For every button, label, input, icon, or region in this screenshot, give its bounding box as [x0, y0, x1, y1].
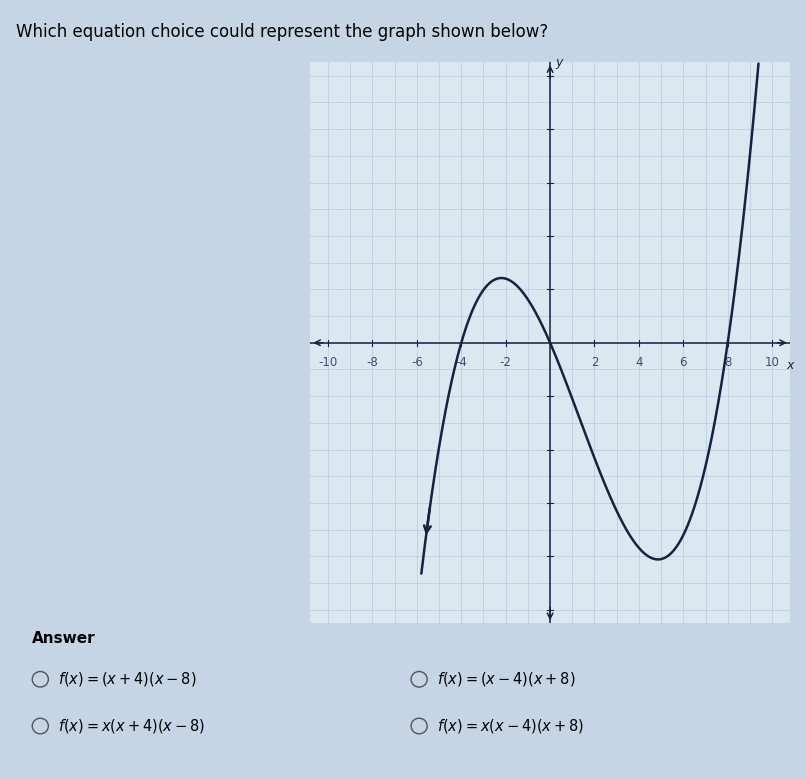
Text: x: x — [786, 359, 794, 372]
Text: $f(x) = (x - 4)(x + 8)$: $f(x) = (x - 4)(x + 8)$ — [437, 670, 575, 689]
Text: Answer: Answer — [32, 631, 96, 646]
Text: Which equation choice could represent the graph shown below?: Which equation choice could represent th… — [16, 23, 548, 41]
Text: 10: 10 — [765, 356, 779, 369]
Text: -6: -6 — [411, 356, 423, 369]
Text: -8: -8 — [367, 356, 378, 369]
Text: 2: 2 — [591, 356, 598, 369]
Text: $f(x) = x(x - 4)(x + 8)$: $f(x) = x(x - 4)(x + 8)$ — [437, 717, 584, 735]
Text: 6: 6 — [679, 356, 687, 369]
Text: 4: 4 — [635, 356, 642, 369]
Text: -4: -4 — [455, 356, 467, 369]
Text: -2: -2 — [500, 356, 512, 369]
Text: -10: -10 — [318, 356, 338, 369]
Text: 8: 8 — [724, 356, 731, 369]
Text: $f(x) = x(x + 4)(x - 8)$: $f(x) = x(x + 4)(x - 8)$ — [58, 717, 206, 735]
Text: y: y — [555, 56, 563, 69]
Text: $f(x) = (x + 4)(x - 8)$: $f(x) = (x + 4)(x - 8)$ — [58, 670, 197, 689]
